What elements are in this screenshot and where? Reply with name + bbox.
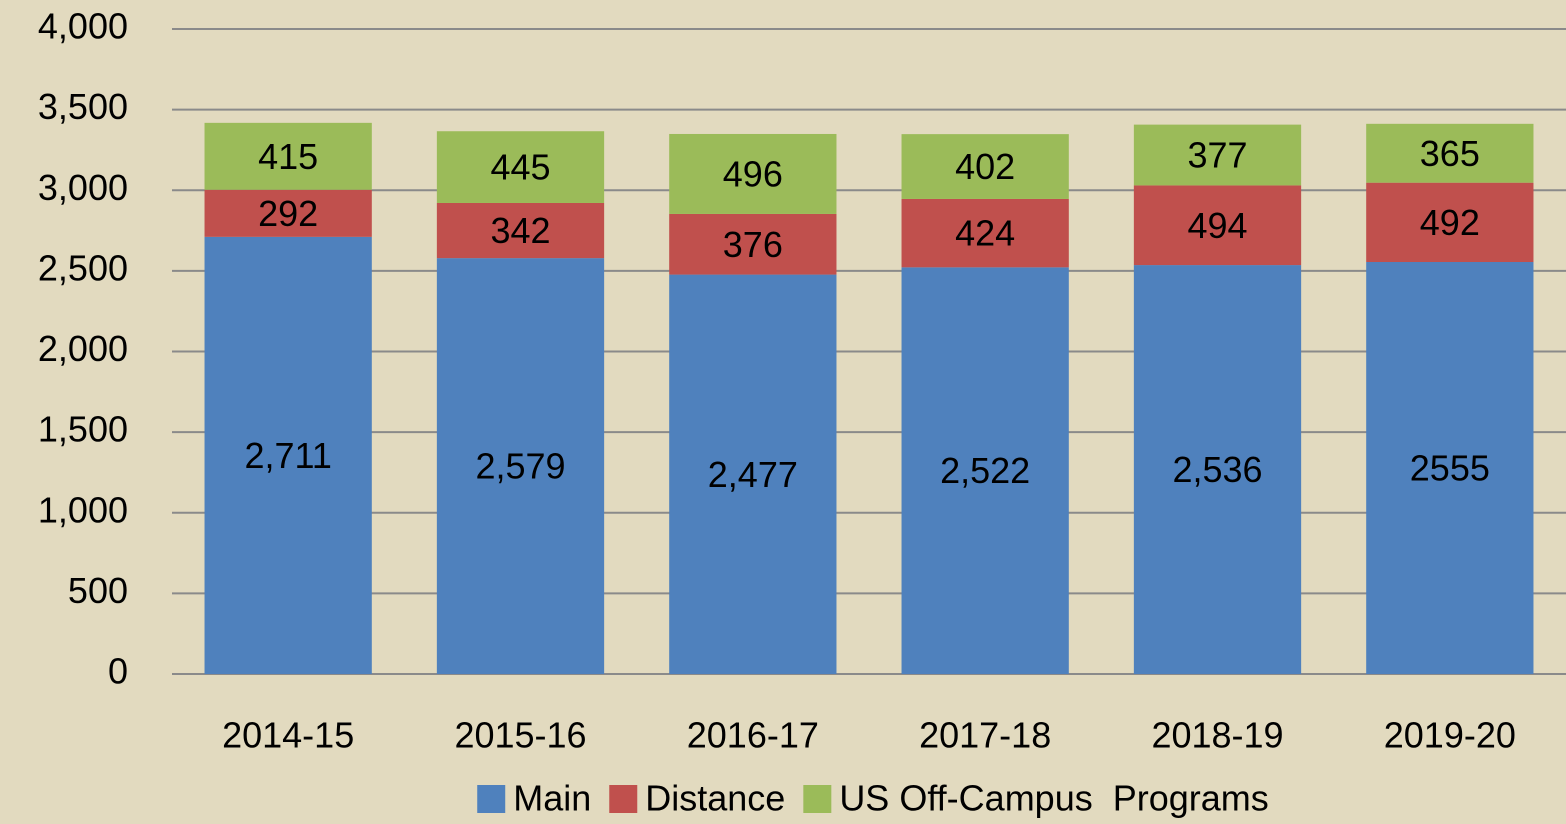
legend-swatch (803, 785, 832, 813)
legend: Main Distance US Off-Campus Programs (477, 778, 1269, 819)
bar-segment (436, 258, 605, 674)
data-label: 376 (723, 224, 783, 265)
bar-segment (901, 198, 1069, 268)
y-tick-label: 2,000 (38, 328, 128, 369)
bar-segment (901, 134, 1069, 199)
y-tick-label: 3,500 (38, 86, 128, 127)
bar-segment (901, 267, 1069, 674)
x-tick-label: 2018-19 (1151, 715, 1283, 756)
y-tick-label: 1,500 (38, 409, 128, 450)
data-label: 492 (1420, 202, 1480, 243)
y-tick-label: 1,000 (38, 489, 128, 530)
data-label: 424 (955, 213, 1015, 254)
x-tick-label: 2015-16 (454, 715, 586, 756)
bar-segment (436, 202, 605, 259)
bar-segment (1133, 124, 1302, 186)
y-tick-label: 500 (68, 570, 128, 611)
legend-label: US Off-Campus Programs (839, 778, 1268, 819)
bar-segment (1366, 262, 1534, 674)
legend-swatch (477, 785, 506, 813)
data-label: 2555 (1410, 448, 1490, 489)
data-label: 2,536 (1172, 449, 1262, 490)
legend-swatch (609, 785, 638, 813)
bar-segment (1366, 123, 1534, 183)
x-tick-label: 2019-20 (1384, 715, 1516, 756)
data-label: 377 (1187, 135, 1247, 176)
data-label: 292 (258, 193, 318, 234)
bar-segment (669, 274, 837, 674)
bar-segment (1133, 185, 1302, 266)
y-tick-label: 3,000 (38, 167, 128, 208)
bar-segment (669, 133, 837, 214)
data-label: 365 (1420, 133, 1480, 174)
data-label: 445 (490, 147, 550, 188)
x-tick-label: 2016-17 (687, 715, 819, 756)
data-label: 415 (258, 136, 318, 177)
legend-label: Main (513, 778, 591, 819)
data-label: 342 (490, 210, 550, 251)
y-tick-label: 0 (108, 651, 128, 692)
data-label: 2,711 (244, 435, 331, 476)
data-label: 402 (955, 146, 1015, 187)
y-tick-label: 2,500 (38, 247, 128, 288)
data-label: 494 (1187, 205, 1247, 246)
bar-segment (436, 131, 605, 203)
x-tick-label: 2014-15 (222, 715, 354, 756)
legend-label: Distance (645, 778, 785, 819)
bar-segment (204, 122, 372, 190)
bar-segment (204, 236, 372, 674)
y-tick-label: 4,000 (38, 6, 128, 47)
data-label: 496 (723, 153, 783, 194)
bar-segment (204, 189, 372, 237)
bar-segment (1366, 182, 1534, 263)
data-label: 2,477 (708, 454, 798, 495)
data-label: 2,579 (475, 446, 565, 487)
bar-segment (1133, 265, 1302, 674)
x-tick-label: 2017-18 (919, 715, 1051, 756)
data-label: 2,522 (940, 450, 1030, 491)
bar-segment (669, 213, 837, 275)
